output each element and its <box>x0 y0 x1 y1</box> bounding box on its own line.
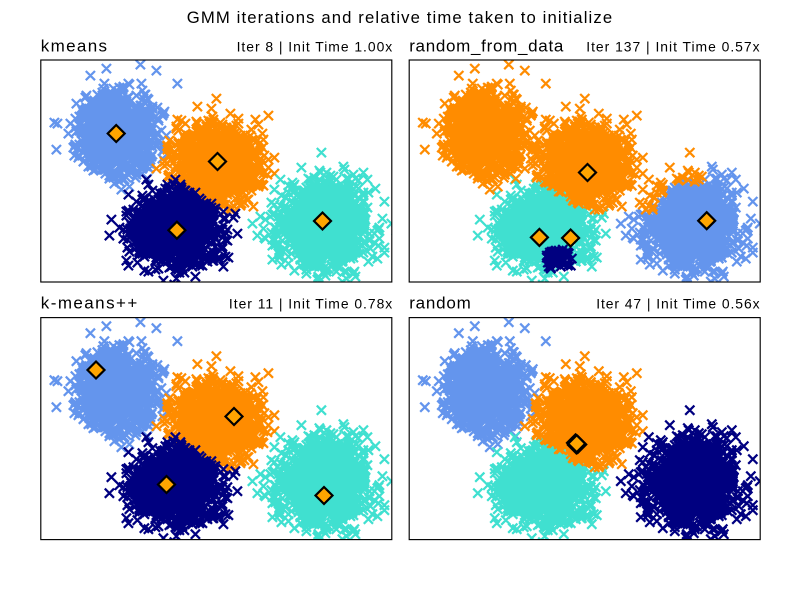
svg-text:random_from_data: random_from_data <box>409 37 564 56</box>
svg-text:kmeans: kmeans <box>41 37 109 56</box>
svg-text:Iter 137 | Init Time 0.57x: Iter 137 | Init Time 0.57x <box>586 39 760 55</box>
svg-text:Iter 8 | Init Time 1.00x: Iter 8 | Init Time 1.00x <box>237 39 394 55</box>
svg-text:k-means++: k-means++ <box>41 294 139 313</box>
svg-text:GMM iterations and relative ti: GMM iterations and relative time taken t… <box>187 8 613 27</box>
svg-text:random: random <box>409 294 471 313</box>
svg-text:Iter 11 | Init Time 0.78x: Iter 11 | Init Time 0.78x <box>229 296 393 312</box>
svg-text:Iter 47 | Init Time 0.56x: Iter 47 | Init Time 0.56x <box>596 296 760 312</box>
